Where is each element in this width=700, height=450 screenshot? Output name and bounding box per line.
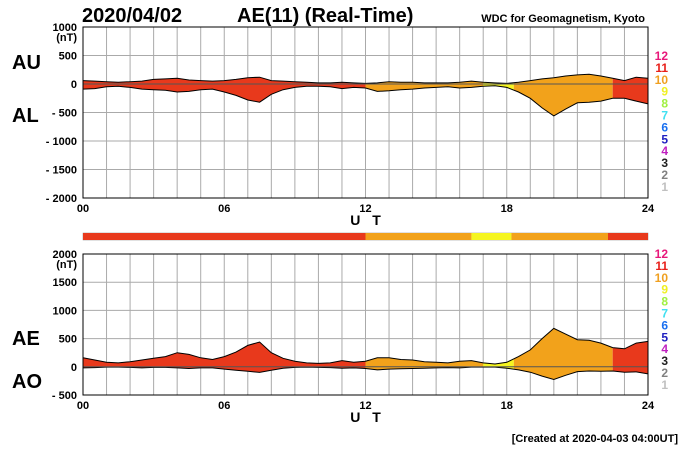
y-tick-label: 500 [59, 334, 77, 346]
legend-item-2: 2 [661, 168, 668, 182]
plot-frame [82, 253, 649, 396]
x-tick-label: 12 [359, 203, 371, 215]
legend-item-4: 4 [661, 342, 668, 356]
legend-item-12: 12 [655, 49, 669, 63]
x-tick-label: 06 [218, 203, 230, 215]
x-tick-label: 00 [77, 400, 89, 412]
legend-item-11: 11 [655, 259, 668, 273]
activity-color-strip-segments [83, 233, 648, 240]
legend-item-10: 10 [655, 271, 669, 285]
chart-date: 2020/04/02 [82, 5, 182, 27]
y-tick-label: - 500 [52, 108, 77, 120]
x-tick-label: 12 [359, 400, 371, 412]
legend-item-9: 9 [661, 283, 668, 297]
ae-ao-panel: 2000 1500 1000 500 0 - 500 (nT) 00 06 12 18 24 U T AE… [12, 249, 655, 425]
legend-item-6: 6 [661, 318, 668, 332]
strip-segment [471, 233, 512, 240]
legend-item-6: 6 [661, 120, 668, 134]
plot-frame [82, 26, 649, 199]
y-tick-label: - 1500 [46, 165, 77, 177]
x-tick-label: 00 [77, 203, 89, 215]
x-tick-label: 24 [642, 400, 655, 412]
legend-item-9: 9 [661, 85, 668, 99]
legend-item-5: 5 [661, 330, 668, 344]
strip-segment [365, 233, 472, 240]
x-tick-label: 18 [501, 203, 513, 215]
au-al-panel: 1000 500 0 - 500 - 1000 - 1500 - 2000 (nT) 00 06 1… [12, 22, 655, 228]
x-tick-label: 06 [218, 400, 230, 412]
legend-item-1: 1 [661, 180, 668, 194]
series-label-lower: AL [12, 105, 39, 127]
series-label-lower: AO [12, 371, 42, 393]
area-segment [513, 74, 613, 116]
area-segment [83, 341, 366, 373]
series-line-ao [82, 366, 649, 381]
strip-segment [607, 233, 648, 240]
data-source: WDC for Geomagnetism, Kyoto [481, 13, 645, 25]
legend-item-7: 7 [661, 307, 668, 321]
legend-item-11: 11 [655, 61, 668, 75]
created-timestamp: [Created at 2020-04-03 04:00UT] [512, 433, 679, 445]
series-label-upper: AU [12, 52, 41, 74]
legend-item-3: 3 [661, 354, 668, 368]
strip-segment [83, 233, 366, 240]
legend-item-7: 7 [661, 109, 668, 123]
y-tick-label: - 2000 [46, 193, 77, 205]
y-tick-label: 1000 [53, 305, 77, 317]
y-unit-label: (nT) [56, 32, 77, 44]
series-line-al [82, 85, 649, 117]
area-segment [612, 341, 648, 374]
y-unit-label: (nT) [56, 259, 77, 271]
y-tick-label: 0 [71, 362, 77, 374]
legend-item-8: 8 [661, 97, 668, 111]
x-tick-label: 24 [642, 203, 655, 215]
y-tick-label: - 500 [52, 390, 77, 402]
y-tick-label: 0 [71, 79, 77, 91]
y-tick-label: 1500 [53, 277, 77, 289]
legend-item-1: 1 [661, 378, 668, 392]
x-axis-label: U T [350, 409, 385, 425]
legend-item-8: 8 [661, 295, 668, 309]
area-segment [83, 77, 366, 103]
legend-item-2: 2 [661, 366, 668, 380]
y-tick-label: 2000 [53, 249, 77, 261]
y-tick-label: 500 [59, 51, 77, 63]
series-line-au [82, 73, 649, 84]
y-tick-label: 1000 [53, 22, 77, 34]
y-tick-label: - 1000 [46, 136, 77, 148]
legend-item-3: 3 [661, 156, 668, 170]
strip-segment [511, 233, 608, 240]
legend-item-12: 12 [655, 247, 669, 261]
legend-item-5: 5 [661, 132, 668, 146]
series-line-ae [82, 327, 649, 365]
x-axis-label: U T [350, 212, 385, 228]
chart-title: AE(11) (Real-Time) [237, 5, 413, 27]
legend-item-4: 4 [661, 144, 668, 158]
series-label-upper: AE [12, 328, 40, 350]
legend-item-10: 10 [655, 73, 669, 87]
x-tick-label: 18 [501, 400, 513, 412]
